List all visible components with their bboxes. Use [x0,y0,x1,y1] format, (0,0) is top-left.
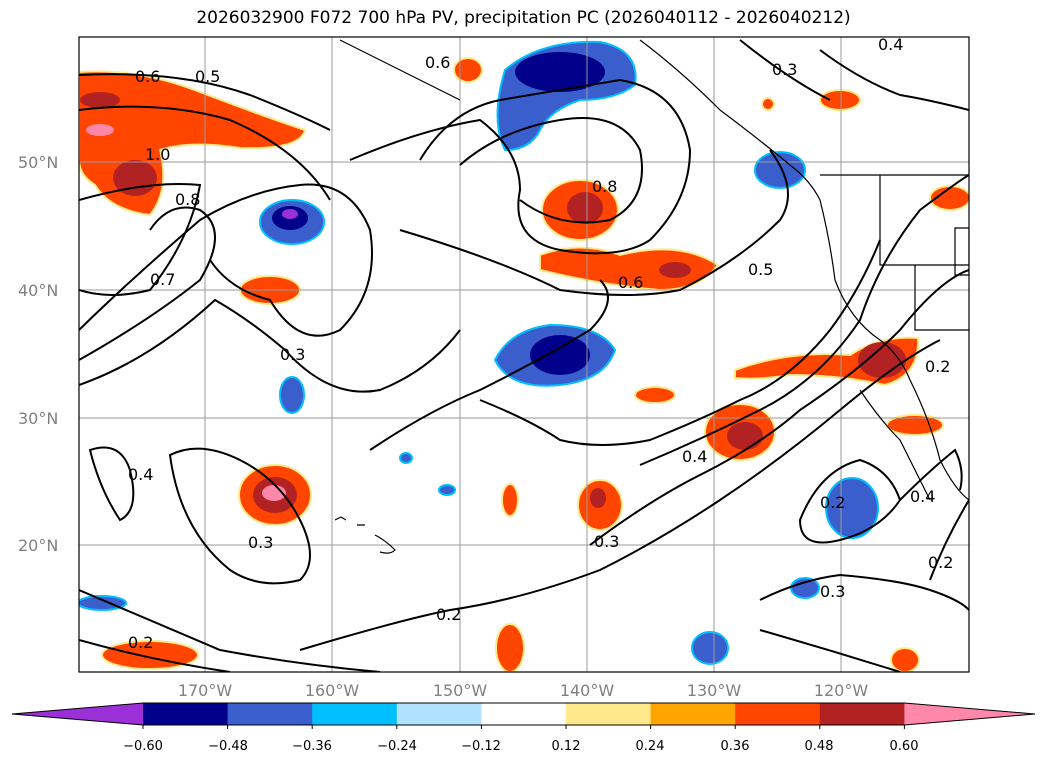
pv-extreme-negative-area [282,209,298,219]
colorbar-segment [396,703,482,725]
pv-strong-negative-area [515,52,605,92]
colorbar-segment [481,703,567,725]
precip-positive-area [539,246,720,292]
contour-label: 0.2 [128,633,153,652]
map-frame [78,36,970,673]
lon-label: 150°W [433,681,488,700]
lat-label: 40°N [18,281,58,300]
lat-label: 30°N [18,409,58,428]
colorbar-extend-min [12,703,143,725]
precip-positive-area [929,185,969,211]
pv-negative-area [754,151,806,189]
colorbar-extend-max [904,703,1035,725]
lon-label: 160°W [305,681,360,700]
gridlines [79,37,969,672]
colorbar-segment [227,703,313,725]
contour-label: 0.4 [878,35,903,54]
lon-label: 120°W [814,681,869,700]
colorbar-tick-labels: −0.60 −0.48 −0.36 −0.24 −0.12 0.12 0.24 … [123,739,918,754]
precip-positive-area [495,623,525,672]
pv-negative-area [279,376,305,414]
pv-contours [79,39,969,672]
lon-label: 130°W [687,681,742,700]
pv-negative-area [825,477,879,539]
precip-positive-area [453,57,483,83]
precip-positive-area [501,483,519,517]
precip-strong-area [659,262,691,278]
colorbar-tick-label: 0.48 [805,739,834,754]
precip-positive-area [890,647,920,672]
precip-positive-area [634,386,676,404]
contour-label: 0.2 [925,357,950,376]
contour-label: 0.2 [820,493,845,512]
contour-label: 0.8 [175,190,200,209]
colorbar-tick-label: −0.24 [377,739,417,754]
map-area: 0.6 0.5 0.6 0.4 0.3 1.0 0.8 0.7 0.8 0.6 … [79,35,969,672]
contour-label: 0.2 [436,605,461,624]
contour-label: 0.3 [820,582,845,601]
colorbar-tick-label: 0.36 [721,739,750,754]
contour-label: 0.2 [928,553,953,572]
colorbar-tick-label: 0.24 [636,739,665,754]
precip-extreme-area [86,124,114,136]
contour-label: 0.4 [682,447,707,466]
precip-positive-area [819,89,861,111]
contour-label: 0.6 [135,67,160,86]
precip-positive-area [886,414,944,436]
lat-label: 20°N [18,536,58,555]
colorbar-segment [143,703,229,725]
precip-strong-area [727,422,763,450]
map-title: 2026032900 F072 700 hPa PV, precipitatio… [196,8,851,28]
contour-label: 0.4 [910,487,935,506]
coastlines [334,39,969,554]
contour-label: 0.3 [280,345,305,364]
contour-label: 0.3 [248,533,273,552]
pv-negative-area [399,452,413,464]
colorbar-segment [819,703,905,725]
precip-strong-area [567,192,603,224]
contour-label: 0.4 [128,465,153,484]
colorbar-tick-label: −0.60 [123,739,163,754]
precip-strong-area [80,92,120,108]
lon-label: 140°W [560,681,615,700]
colorbar-tick-label: −0.48 [208,739,248,754]
colorbar-tick-label: −0.36 [292,739,332,754]
lat-label: 50°N [18,153,58,172]
pv-strong-negative-area [530,335,590,375]
colorbar-segment [650,703,736,725]
contour-label: 0.5 [195,67,220,86]
contour-label: 0.6 [425,53,450,72]
colorbar-tick-label: 0.12 [552,739,581,754]
colorbar [11,702,1036,729]
contour-label: 0.3 [772,60,797,79]
colorbar-tick-label: 0.60 [890,739,919,754]
colorbar-tick-label: −0.12 [461,739,501,754]
pv-negative-area [790,577,820,599]
pv-negative-area [79,595,127,611]
contour-label: 0.7 [150,270,175,289]
pv-negative-area [438,484,456,496]
colorbar-segment [735,703,821,725]
contour-label: 0.6 [618,273,643,292]
precip-positive-area [761,97,775,111]
colorbar-segment [566,703,652,725]
contour-labels: 0.6 0.5 0.6 0.4 0.3 1.0 0.8 0.7 0.8 0.6 … [128,35,953,652]
contour-label: 0.3 [594,532,619,551]
lon-label: 170°W [178,681,233,700]
colorbar-segment [312,703,398,725]
pv-negative-area [691,631,729,665]
precip-strong-area [590,488,606,508]
contour-label: 1.0 [145,145,170,164]
contour-label: 0.5 [748,260,773,279]
contour-label: 0.8 [592,177,617,196]
